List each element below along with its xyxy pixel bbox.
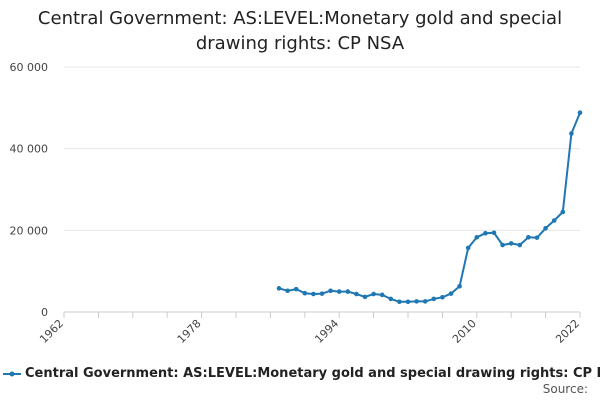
data-point <box>517 242 523 248</box>
data-point <box>551 218 557 223</box>
data-point <box>362 294 368 300</box>
y-tick-label: 40 000 <box>10 143 49 156</box>
y-tick-label: 20 000 <box>10 224 49 237</box>
data-point <box>465 245 471 251</box>
data-point <box>577 110 583 116</box>
data-point <box>569 131 574 136</box>
legend-swatch <box>3 371 21 377</box>
data-point <box>405 299 411 305</box>
x-tick-label: 1994 <box>312 317 341 346</box>
series-line <box>278 112 581 303</box>
data-point <box>302 290 308 296</box>
data-point <box>491 230 497 236</box>
grid-layer <box>64 66 580 231</box>
data-point <box>543 225 548 231</box>
data-point <box>328 288 333 294</box>
series-layer <box>276 110 583 305</box>
data-point <box>354 291 359 297</box>
data-point <box>448 291 454 296</box>
y-tick-label: 60 000 <box>10 61 49 74</box>
x-tick-label: 1978 <box>175 317 204 346</box>
data-point <box>560 209 566 215</box>
data-point <box>534 235 540 240</box>
data-point <box>508 241 514 246</box>
data-point <box>388 296 394 302</box>
data-point <box>500 242 505 248</box>
data-point <box>371 291 376 297</box>
data-point <box>311 291 316 297</box>
data-point <box>440 295 445 300</box>
legend[interactable]: Central Government: AS:LEVEL:Monetary go… <box>3 365 600 383</box>
data-point <box>474 234 480 240</box>
x-tick-label: 2022 <box>553 317 582 346</box>
data-point <box>483 230 488 236</box>
data-point <box>336 289 342 294</box>
data-point <box>457 283 462 289</box>
data-point <box>414 299 419 304</box>
data-point <box>422 299 428 304</box>
y-tick-label: 0 <box>41 306 48 319</box>
axis-layer: 0 20 000 40 000 60 000 1962 1978 1994 2010 2022 <box>10 61 583 346</box>
data-point <box>276 286 282 291</box>
data-point <box>293 286 299 292</box>
source-label: Source: <box>542 382 588 396</box>
data-point <box>397 299 402 305</box>
x-tick-label: 1962 <box>37 317 66 346</box>
legend-label: Central Government: AS:LEVEL:Monetary go… <box>25 366 600 381</box>
data-point <box>379 292 385 298</box>
data-point <box>285 288 290 294</box>
data-point <box>431 296 437 302</box>
chart-title: Central Government: AS:LEVEL:Monetary go… <box>37 8 563 54</box>
data-point <box>345 289 351 294</box>
data-point <box>319 291 325 296</box>
x-tick-label: 2010 <box>450 317 479 346</box>
data-point <box>526 234 531 240</box>
